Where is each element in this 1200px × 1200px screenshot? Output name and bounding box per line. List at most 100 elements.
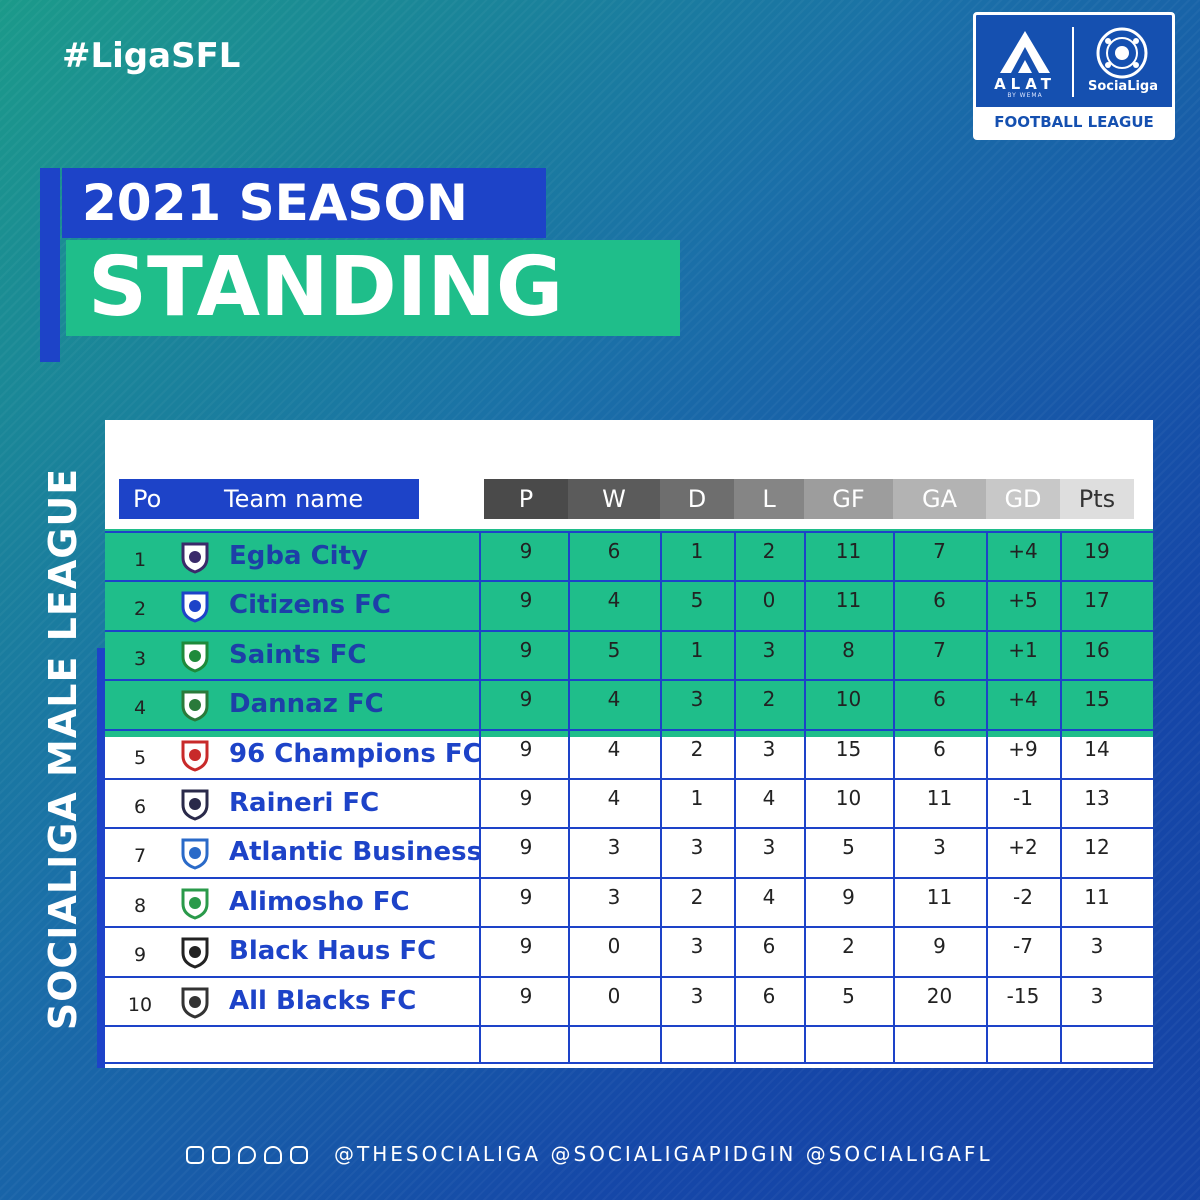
- cell-goals-against: 11: [926, 884, 953, 909]
- team-crest-icon: [181, 789, 209, 821]
- grid-line: [105, 1025, 1153, 1027]
- table-row: 8 Alimosho FC 9 3 2 4 9 11 -2 11: [105, 879, 1153, 928]
- cell-goals-against: 11: [926, 786, 953, 810]
- row-position: 6: [133, 796, 147, 818]
- cell-goals-against: 6: [933, 736, 946, 761]
- row-position: 3: [133, 647, 147, 670]
- team-crest-icon: [181, 937, 209, 969]
- cell-drawn: 3: [690, 687, 704, 712]
- table-row: 9 Black Haus FC 9 0 3 6 2 9 -7 3: [105, 928, 1153, 977]
- football-league-label: FOOTBALL LEAGUE: [976, 107, 1172, 137]
- grid-line: [105, 580, 1153, 583]
- cell-points: 16: [1084, 637, 1110, 662]
- cell-points: 3: [1090, 983, 1104, 1008]
- team-name: 96 Champions FC: [229, 738, 482, 769]
- cell-goals-against: 6: [933, 687, 946, 712]
- cell-lost: 2: [762, 539, 776, 563]
- side-accent-line: [97, 648, 107, 1068]
- top-four-highlight: [105, 529, 1153, 737]
- cell-drawn: 3: [690, 934, 704, 959]
- cell-points: 17: [1084, 588, 1110, 613]
- table-row: 2 Citizens FC 9 4 5 0 11 6 +5 17: [105, 582, 1153, 631]
- cell-won: 4: [607, 736, 621, 761]
- alat-logo-icon: [1000, 31, 1050, 73]
- social-handles: @THESOCIALIGA @SOCIALIGAPIDGIN @SOCIALIG…: [334, 1142, 993, 1166]
- cell-drawn: 2: [690, 884, 704, 909]
- cell-points: 13: [1084, 786, 1110, 810]
- cell-drawn: 1: [690, 786, 704, 810]
- cell-goals-for: 10: [835, 687, 862, 712]
- cell-won: 4: [607, 786, 621, 810]
- grid-line: [105, 975, 1153, 978]
- cell-drawn: 1: [690, 539, 704, 563]
- cell-goal-diff: -7: [1013, 934, 1033, 959]
- row-position: 4: [133, 697, 147, 720]
- facebook-icon: [212, 1146, 230, 1164]
- team-crest-icon: [181, 888, 209, 920]
- cell-points: 14: [1084, 736, 1110, 761]
- cell-drawn: 3: [690, 983, 704, 1008]
- cell-lost: 3: [762, 637, 776, 662]
- table-row: 4 Dannaz FC 9 4 3 2 10 6 +4 15: [105, 681, 1153, 730]
- cell-goals-for: 9: [842, 884, 855, 909]
- cell-goals-against: 20: [926, 983, 953, 1008]
- cell-lost: 6: [762, 934, 776, 959]
- cell-played: 9: [519, 835, 533, 860]
- cell-goals-for: 11: [835, 588, 862, 613]
- grid-line: [105, 876, 1153, 879]
- cell-goal-diff: -2: [1013, 884, 1033, 909]
- season-title: 2021 SEASON: [82, 174, 468, 232]
- cell-goal-diff: +5: [1008, 588, 1038, 613]
- team-name: Egba City: [229, 541, 368, 571]
- row-position: 1: [133, 549, 147, 571]
- grid-line: [105, 531, 1153, 533]
- standing-title: STANDING: [88, 240, 564, 335]
- table-row: 3 Saints FC 9 5 1 3 8 7 +1 16: [105, 632, 1153, 681]
- hashtag: #LigaSFL: [62, 36, 241, 76]
- row-position: 2: [133, 598, 147, 621]
- column-header-won: W: [568, 479, 660, 519]
- team-crest-icon: [181, 740, 209, 772]
- team-name: Alimosho FC: [229, 886, 410, 917]
- standings-table: Po Team name P W D L GF GA GD Pts 1 Egba City 9 6 1 2…: [105, 420, 1153, 1068]
- cell-lost: 2: [762, 687, 776, 712]
- alat-subtitle: BY WEMA: [1007, 92, 1043, 99]
- instagram-icon: [186, 1146, 204, 1164]
- team-crest-icon: [181, 641, 209, 673]
- column-header-goals-for: GF: [804, 479, 893, 519]
- table-row: 5 96 Champions FC 9 4 2 3 15 6 +9 14: [105, 731, 1153, 780]
- grid-line: [568, 532, 570, 1064]
- league-logo: ALAT BY WEMA SociaLiga FOOTBALL LEAGUE: [973, 12, 1175, 140]
- team-crest-icon: [181, 542, 209, 574]
- cell-points: 3: [1090, 934, 1104, 959]
- cell-played: 9: [519, 588, 533, 613]
- cell-drawn: 5: [690, 588, 704, 613]
- cell-goals-against: 9: [933, 934, 946, 959]
- team-name: All Blacks FC: [229, 985, 417, 1016]
- alat-wordmark: ALAT: [994, 75, 1056, 93]
- column-header-team: Team name: [192, 479, 419, 519]
- row-position: 5: [133, 746, 147, 769]
- column-header-points: Pts: [1060, 479, 1134, 519]
- cell-played: 9: [519, 687, 533, 712]
- cell-goals-against: 6: [933, 588, 946, 613]
- cell-goals-for: 2: [842, 934, 855, 959]
- table-row: 10 All Blacks FC 9 0 3 6 5 20 -15 3: [105, 978, 1153, 1027]
- cell-points: 15: [1084, 687, 1110, 712]
- cell-played: 9: [519, 736, 533, 761]
- youtube-icon: [290, 1146, 308, 1164]
- team-crest-icon: [181, 591, 209, 623]
- football-icon: [1096, 27, 1148, 79]
- snapchat-icon: [264, 1146, 282, 1164]
- cell-lost: 4: [762, 884, 776, 909]
- cell-goals-against: 3: [933, 835, 946, 860]
- socialiga-wordmark: SociaLiga: [1087, 79, 1159, 94]
- cell-points: 11: [1084, 884, 1110, 909]
- cell-goals-for: 10: [835, 786, 862, 810]
- grid-line: [105, 629, 1153, 632]
- team-name: Black Haus FC: [229, 936, 437, 967]
- cell-lost: 3: [762, 736, 776, 761]
- row-position: 10: [127, 993, 153, 1016]
- grid-line: [105, 1062, 1153, 1064]
- twitter-icon: [238, 1146, 256, 1164]
